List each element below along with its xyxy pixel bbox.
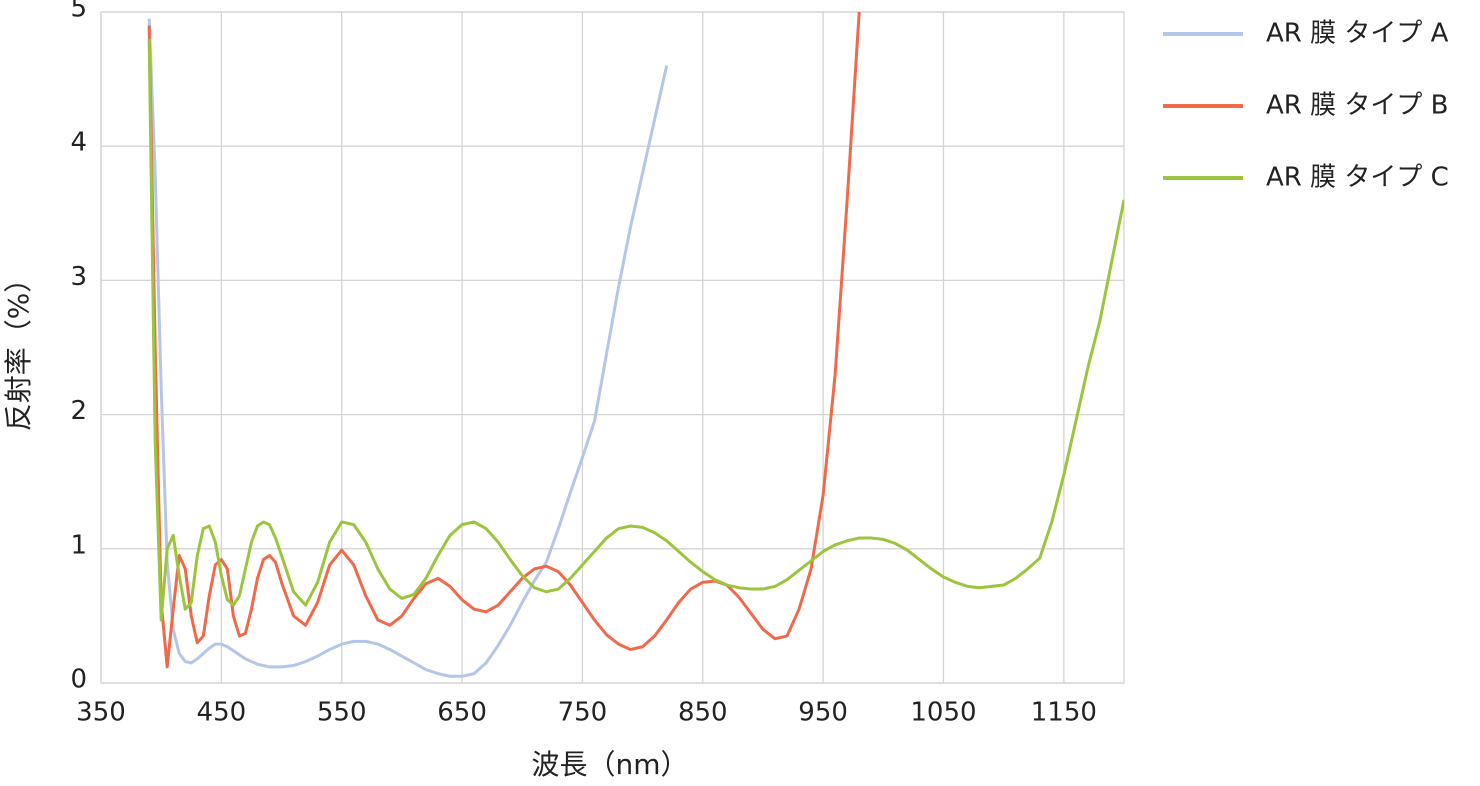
series-line <box>147 38 1124 622</box>
x-axis-label: 波長（nm） <box>531 748 688 781</box>
x-tick-label: 650 <box>437 698 487 728</box>
y-tick-label: 1 <box>70 530 87 560</box>
x-tick-label: 350 <box>76 698 126 728</box>
series-line <box>147 18 669 678</box>
series-line <box>147 12 861 669</box>
x-tick-label: 1150 <box>1031 698 1097 728</box>
plot-frame <box>100 11 1125 684</box>
x-tick-label: 950 <box>798 698 848 728</box>
legend-label: AR 膜 タイプ C <box>1266 163 1449 193</box>
x-tick-label: 850 <box>678 698 728 728</box>
x-tick-label: 1050 <box>910 698 976 728</box>
x-tick-label: 750 <box>558 698 608 728</box>
y-tick-label: 0 <box>70 665 87 695</box>
legend-label: AR 膜 タイプ B <box>1266 91 1448 121</box>
legend-label: AR 膜 タイプ A <box>1266 19 1449 49</box>
x-tick-label: 450 <box>197 698 247 728</box>
y-tick-label: 5 <box>70 0 87 24</box>
y-tick-label: 3 <box>70 262 87 292</box>
y-axis-label: 反射率（%） <box>2 265 35 432</box>
y-tick-label: 4 <box>70 128 87 158</box>
y-tick-label: 2 <box>70 396 87 426</box>
x-tick-label: 550 <box>317 698 367 728</box>
